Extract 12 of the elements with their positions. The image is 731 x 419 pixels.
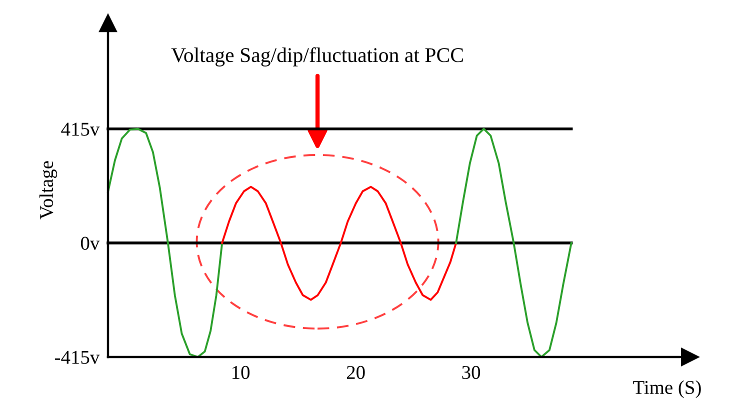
- line-series: [455, 128, 572, 358]
- annotation: Voltage Sag/dip/fluctuation at PCC: [171, 47, 463, 66]
- x-axis-title: Time (S): [633, 380, 701, 398]
- y-tick-label: 415v: [61, 122, 100, 136]
- x-tick-label: 20: [346, 366, 365, 380]
- line-series: [221, 186, 458, 301]
- y-tick-label: -415v: [55, 350, 100, 364]
- x-tick-label: 30: [462, 366, 480, 380]
- y-tick-label: 0v: [80, 236, 100, 250]
- line-series: [107, 128, 224, 358]
- x-tick-label: 10: [232, 366, 250, 380]
- y-axis-title: Voltage: [39, 161, 58, 220]
